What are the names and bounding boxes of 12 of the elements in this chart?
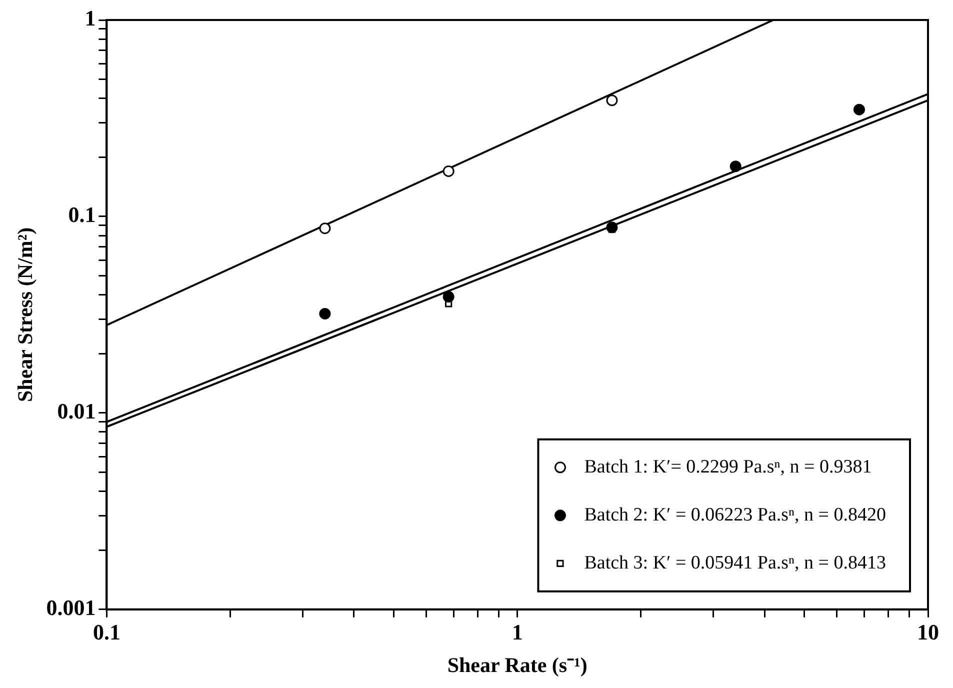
y-axis-title: Shear Stress (N/m²) [13, 227, 38, 402]
y-tick-label: 1 [84, 6, 96, 31]
legend-label: Batch 2: K′ = 0.06223 Pa.sⁿ, n = 0.8420 [584, 504, 886, 526]
y-tick-label: 0.001 [46, 595, 96, 620]
y-tick-label: 0.01 [57, 398, 96, 424]
x-tick-label: 0.1 [92, 619, 120, 644]
legend-label: Batch 1: K′= 0.2299 Pa.sⁿ, n = 0.9381 [584, 456, 872, 478]
x-axis-title: Shear Rate (s⁻¹) [447, 652, 588, 677]
x-tick-label: 10 [917, 619, 939, 644]
x-tick-label: 1 [512, 619, 523, 644]
legend-label: Batch 3: K′ = 0.05941 Pa.sⁿ, n = 0.8413 [584, 552, 886, 574]
y-tick-label: 0.1 [68, 202, 96, 228]
